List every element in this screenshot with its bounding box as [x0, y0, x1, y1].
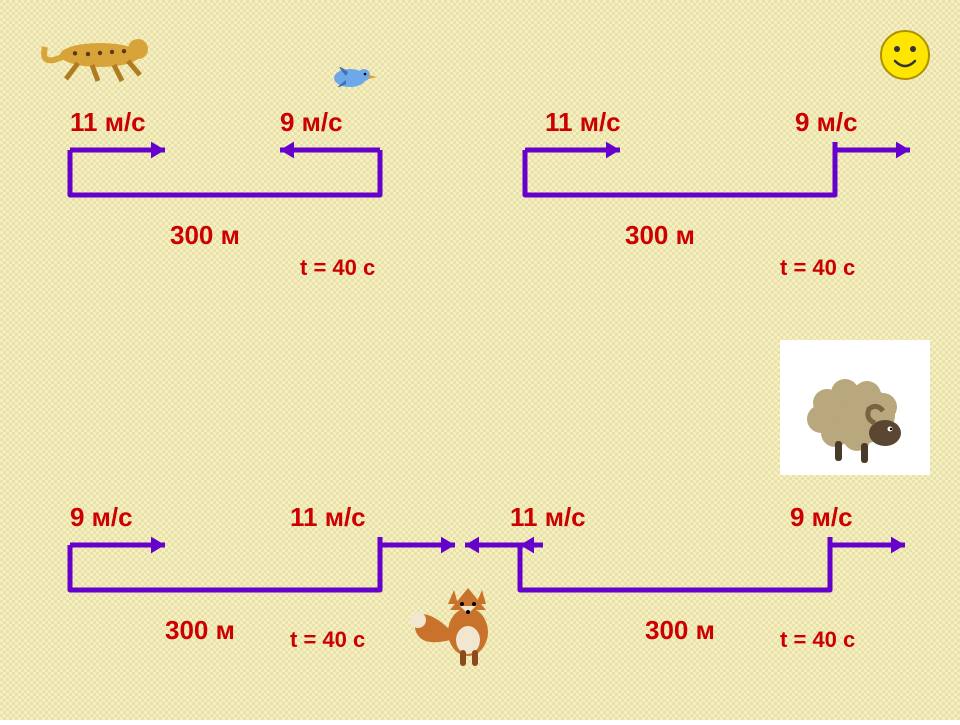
time-label: t = 40 c	[780, 627, 855, 652]
speed-left-label: 9 м/с	[70, 502, 133, 532]
smiley-icon	[881, 31, 929, 79]
speed-right-label: 9 м/с	[280, 107, 343, 137]
diagram-canvas: 11 м/с 9 м/с 300 м t = 40 c 11 м/с 9 м/с 300 м…	[0, 0, 960, 720]
sheep-icon	[780, 340, 930, 475]
speed-left-label: 11 м/с	[545, 107, 621, 137]
distance-label: 300 м	[165, 615, 235, 645]
speed-right-label: 9 м/с	[790, 502, 853, 532]
time-label: t = 40 c	[300, 255, 375, 280]
speed-left-label: 11 м/с	[510, 502, 586, 532]
distance-label: 300 м	[170, 220, 240, 250]
speed-left-label: 11 м/с	[70, 107, 146, 137]
distance-label: 300 м	[625, 220, 695, 250]
distance-label: 300 м	[645, 615, 715, 645]
speed-right-label: 9 м/с	[795, 107, 858, 137]
time-label: t = 40 c	[290, 627, 365, 652]
time-label: t = 40 c	[780, 255, 855, 280]
speed-right-label: 11 м/с	[290, 502, 366, 532]
